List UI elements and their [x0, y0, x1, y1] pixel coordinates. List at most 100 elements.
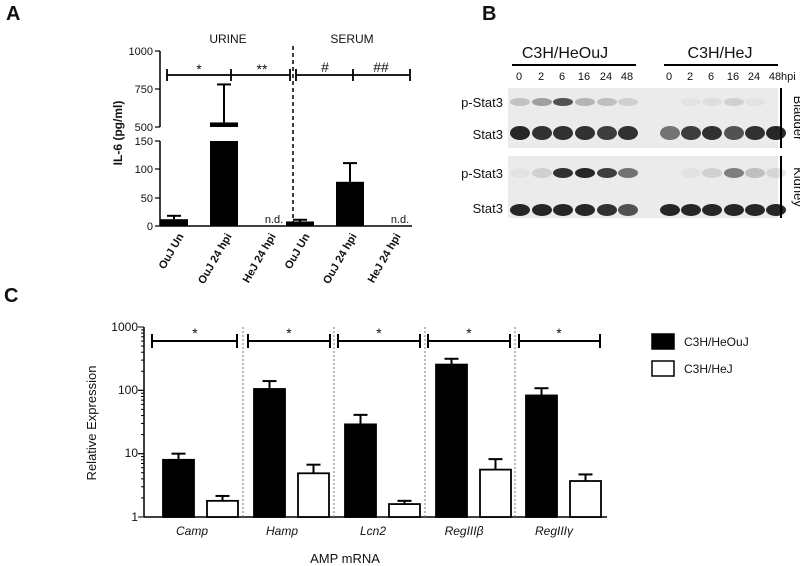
timepoint-label: 48 [621, 71, 633, 83]
bar-heouj [253, 388, 286, 518]
blot-band [575, 126, 595, 140]
blot-band [766, 168, 786, 178]
blot-band [681, 126, 701, 140]
bar-hej [479, 468, 512, 518]
sig-star: * [556, 325, 562, 341]
y-axis-label-c: Relative Expression [84, 366, 99, 481]
bar [336, 181, 364, 226]
timepoint-label: 24 [600, 71, 612, 83]
bar-hej [297, 472, 330, 518]
blot-band [702, 126, 722, 140]
timepoint-label: 6 [559, 71, 565, 83]
blot-band [575, 204, 595, 216]
bar-hej [206, 499, 239, 518]
row-label-pstat3: p-Stat3 [461, 166, 503, 181]
x-label: Lcn2 [360, 524, 386, 538]
blot-band [510, 204, 530, 216]
timepoint-label: 2 [687, 71, 693, 83]
sig-star: * [286, 325, 292, 341]
blot-band [597, 126, 617, 140]
blot-band [660, 126, 680, 140]
blot-band [724, 204, 744, 216]
blot-band [532, 126, 552, 140]
bars-c [162, 357, 602, 518]
panel-c: C Relative Expression AMP mRNA 1000 100 … [4, 285, 749, 566]
timepoint-label: 16 [578, 71, 590, 83]
x-label: HeJ 24 hpi [241, 232, 279, 286]
bar [286, 221, 314, 226]
group-label-urine: URINE [209, 32, 246, 46]
blot-band [681, 98, 701, 106]
y-ticks-c [138, 326, 144, 518]
blot-band [724, 126, 744, 140]
y-tick-label: 500 [135, 122, 153, 134]
blot-band [532, 98, 552, 106]
sig-star: * [466, 325, 472, 341]
not-detected-label: n.d. [265, 214, 283, 226]
strain-label-hej: C3H/HeJ [688, 45, 753, 62]
blot-band [575, 168, 595, 178]
legend-label-hej: C3H/HeJ [684, 362, 733, 376]
bar [160, 219, 188, 226]
timepoint-label: 24 [748, 71, 760, 83]
group-label-serum: SERUM [330, 32, 373, 46]
blot-band [618, 168, 638, 178]
y-tick-label: 750 [135, 84, 153, 96]
bar-hej [388, 503, 421, 518]
blot-band [702, 204, 722, 216]
bar-hej [569, 480, 602, 518]
blot-band [575, 98, 595, 106]
significance-brackets-c [151, 334, 601, 348]
timepoint-labels: 0 2 6 16 24 48 0 2 6 16 24 48 [516, 71, 781, 83]
blot-band [745, 204, 765, 216]
blot-band [724, 98, 744, 106]
y-tick-label: 150 [135, 136, 153, 148]
blot-band [681, 204, 701, 216]
sig-hash: # [321, 59, 329, 75]
blot-band [532, 168, 552, 178]
sig-double-star: ** [257, 61, 268, 77]
legend-label-heouj: C3H/HeOuJ [684, 335, 749, 349]
blot-band [660, 204, 680, 216]
blot-band [618, 204, 638, 216]
significance-brackets-a: * ** # ## [166, 59, 411, 81]
y-tick-label: 0 [147, 221, 153, 233]
blot-band [597, 168, 617, 178]
blot-band [510, 126, 530, 140]
x-label: Camp [176, 524, 208, 538]
blot-band [532, 204, 552, 216]
not-detected-label: n.d. [391, 214, 409, 226]
blot-band [597, 98, 617, 106]
bar-heouj [435, 363, 468, 518]
x-axis-label-c: AMP mRNA [310, 551, 380, 566]
blot-band [745, 168, 765, 178]
sig-star: * [376, 325, 382, 341]
row-label-stat3: Stat3 [473, 201, 503, 216]
strain-label-heouj: C3H/HeOuJ [522, 45, 608, 62]
row-label-stat3: Stat3 [473, 127, 503, 142]
sig-double-hash: ## [373, 59, 389, 75]
panel-b: B C3H/HeOuJ C3H/HeJ 0 2 6 16 24 48 0 2 6 16 24 48 h… [461, 3, 800, 218]
bar-heouj [525, 394, 558, 518]
timepoint-label: 0 [516, 71, 522, 83]
timepoint-label: 0 [666, 71, 672, 83]
blot-band [702, 168, 722, 178]
sig-star: * [192, 325, 198, 341]
blot-band [553, 168, 573, 178]
panel-a-letter: A [6, 3, 20, 25]
blot-band [597, 204, 617, 216]
row-label-pstat3: p-Stat3 [461, 95, 503, 110]
x-label: OuJ 24 hpi [196, 232, 235, 287]
sig-star: * [196, 61, 202, 77]
panel-c-letter: C [4, 285, 18, 307]
y-tick-label: 10 [125, 446, 139, 460]
y-tick-label: 1 [131, 510, 138, 524]
bar-heouj [162, 458, 195, 518]
legend-swatch-hej [651, 360, 675, 377]
y-tick-label: 1000 [129, 46, 153, 58]
x-label: OuJ 24 hpi [321, 232, 360, 287]
tissue-label-kidney: Kidney [791, 167, 800, 207]
y-tick-label: 1000 [111, 320, 138, 334]
legend-swatch-heouj [651, 333, 675, 350]
blot-bands [510, 98, 786, 216]
